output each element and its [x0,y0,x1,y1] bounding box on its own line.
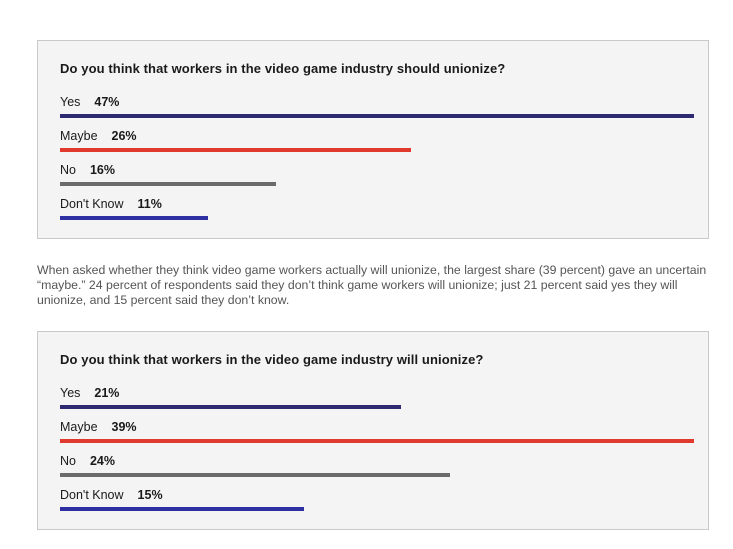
bar-row: Yes 21% [60,386,691,410]
category-label: Maybe [60,420,98,434]
bar-row: No 16% [60,163,691,187]
bar-row: Don't Know 15% [60,488,691,512]
category-label: No [60,454,76,468]
value-label: 21% [94,386,120,400]
bar-label: Don't Know 15% [60,488,163,502]
value-label: 47% [94,95,120,109]
bar-row: Don't Know 11% [60,197,691,221]
chart-title: Do you think that workers in the video g… [60,61,506,76]
chart-title: Do you think that workers in the video g… [60,352,484,367]
bar [60,405,401,409]
bar [60,439,694,443]
bar-label: No 16% [60,163,115,177]
bar-row: Yes 47% [60,95,694,119]
bar-row: No 24% [60,454,691,478]
body-paragraph: When asked whether they think video game… [37,263,707,307]
value-label: 11% [137,197,162,211]
value-label: 24% [89,454,116,468]
bar [60,473,450,477]
chart-should-unionize: Do you think that workers in the video g… [37,40,709,239]
category-label: Yes [60,95,81,109]
category-label: Don't Know [60,197,124,211]
bar [60,216,208,220]
bar-label: Yes 47% [60,95,119,109]
category-label: Don't Know [60,488,124,502]
value-label: 39% [111,420,137,434]
category-label: Maybe [60,129,98,143]
bar-label: Maybe 26% [60,129,137,143]
bar [60,182,276,186]
bar [60,148,411,152]
value-label: 15% [137,488,163,502]
bar-row: Maybe 39% [60,420,694,444]
category-label: No [60,163,76,177]
value-label: 26% [111,129,137,143]
bar-label: Maybe 39% [60,420,137,434]
bar-label: No 24% [60,454,115,468]
bar-label: Yes 21% [60,386,119,400]
chart-will-unionize: Do you think that workers in the video g… [37,331,709,530]
bar-row: Maybe 26% [60,129,691,153]
bar-label: Don't Know 11% [60,197,162,211]
bar [60,507,304,511]
category-label: Yes [60,386,81,400]
value-label: 16% [89,163,116,177]
bar [60,114,694,118]
